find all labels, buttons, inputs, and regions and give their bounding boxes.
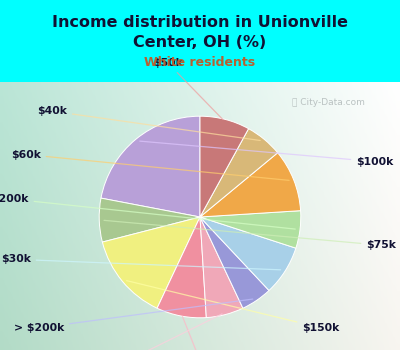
Text: $60k: $60k [11,149,289,180]
Wedge shape [99,198,200,242]
Wedge shape [157,217,206,318]
Text: $150k: $150k [126,281,340,333]
Text: $20k: $20k [98,314,222,350]
Wedge shape [200,153,301,217]
Text: $200k: $200k [0,194,295,229]
Wedge shape [200,217,269,308]
Text: $30k: $30k [1,254,281,270]
Text: > $200k: > $200k [14,299,253,333]
Wedge shape [101,116,200,217]
Wedge shape [200,211,301,248]
Text: ⓘ City-Data.com: ⓘ City-Data.com [292,98,365,107]
Text: Income distribution in Unionville: Income distribution in Unionville [52,15,348,30]
Text: White residents: White residents [144,56,256,70]
Wedge shape [200,116,248,217]
Text: Center, OH (%): Center, OH (%) [133,35,267,50]
Text: $125k: $125k [182,317,224,350]
Wedge shape [200,217,296,290]
Wedge shape [200,129,278,217]
Text: $100k: $100k [140,141,394,167]
Text: $40k: $40k [37,106,260,140]
Wedge shape [200,217,243,317]
Text: $75k: $75k [104,220,396,250]
Wedge shape [102,217,200,308]
Text: $50k: $50k [153,58,223,119]
